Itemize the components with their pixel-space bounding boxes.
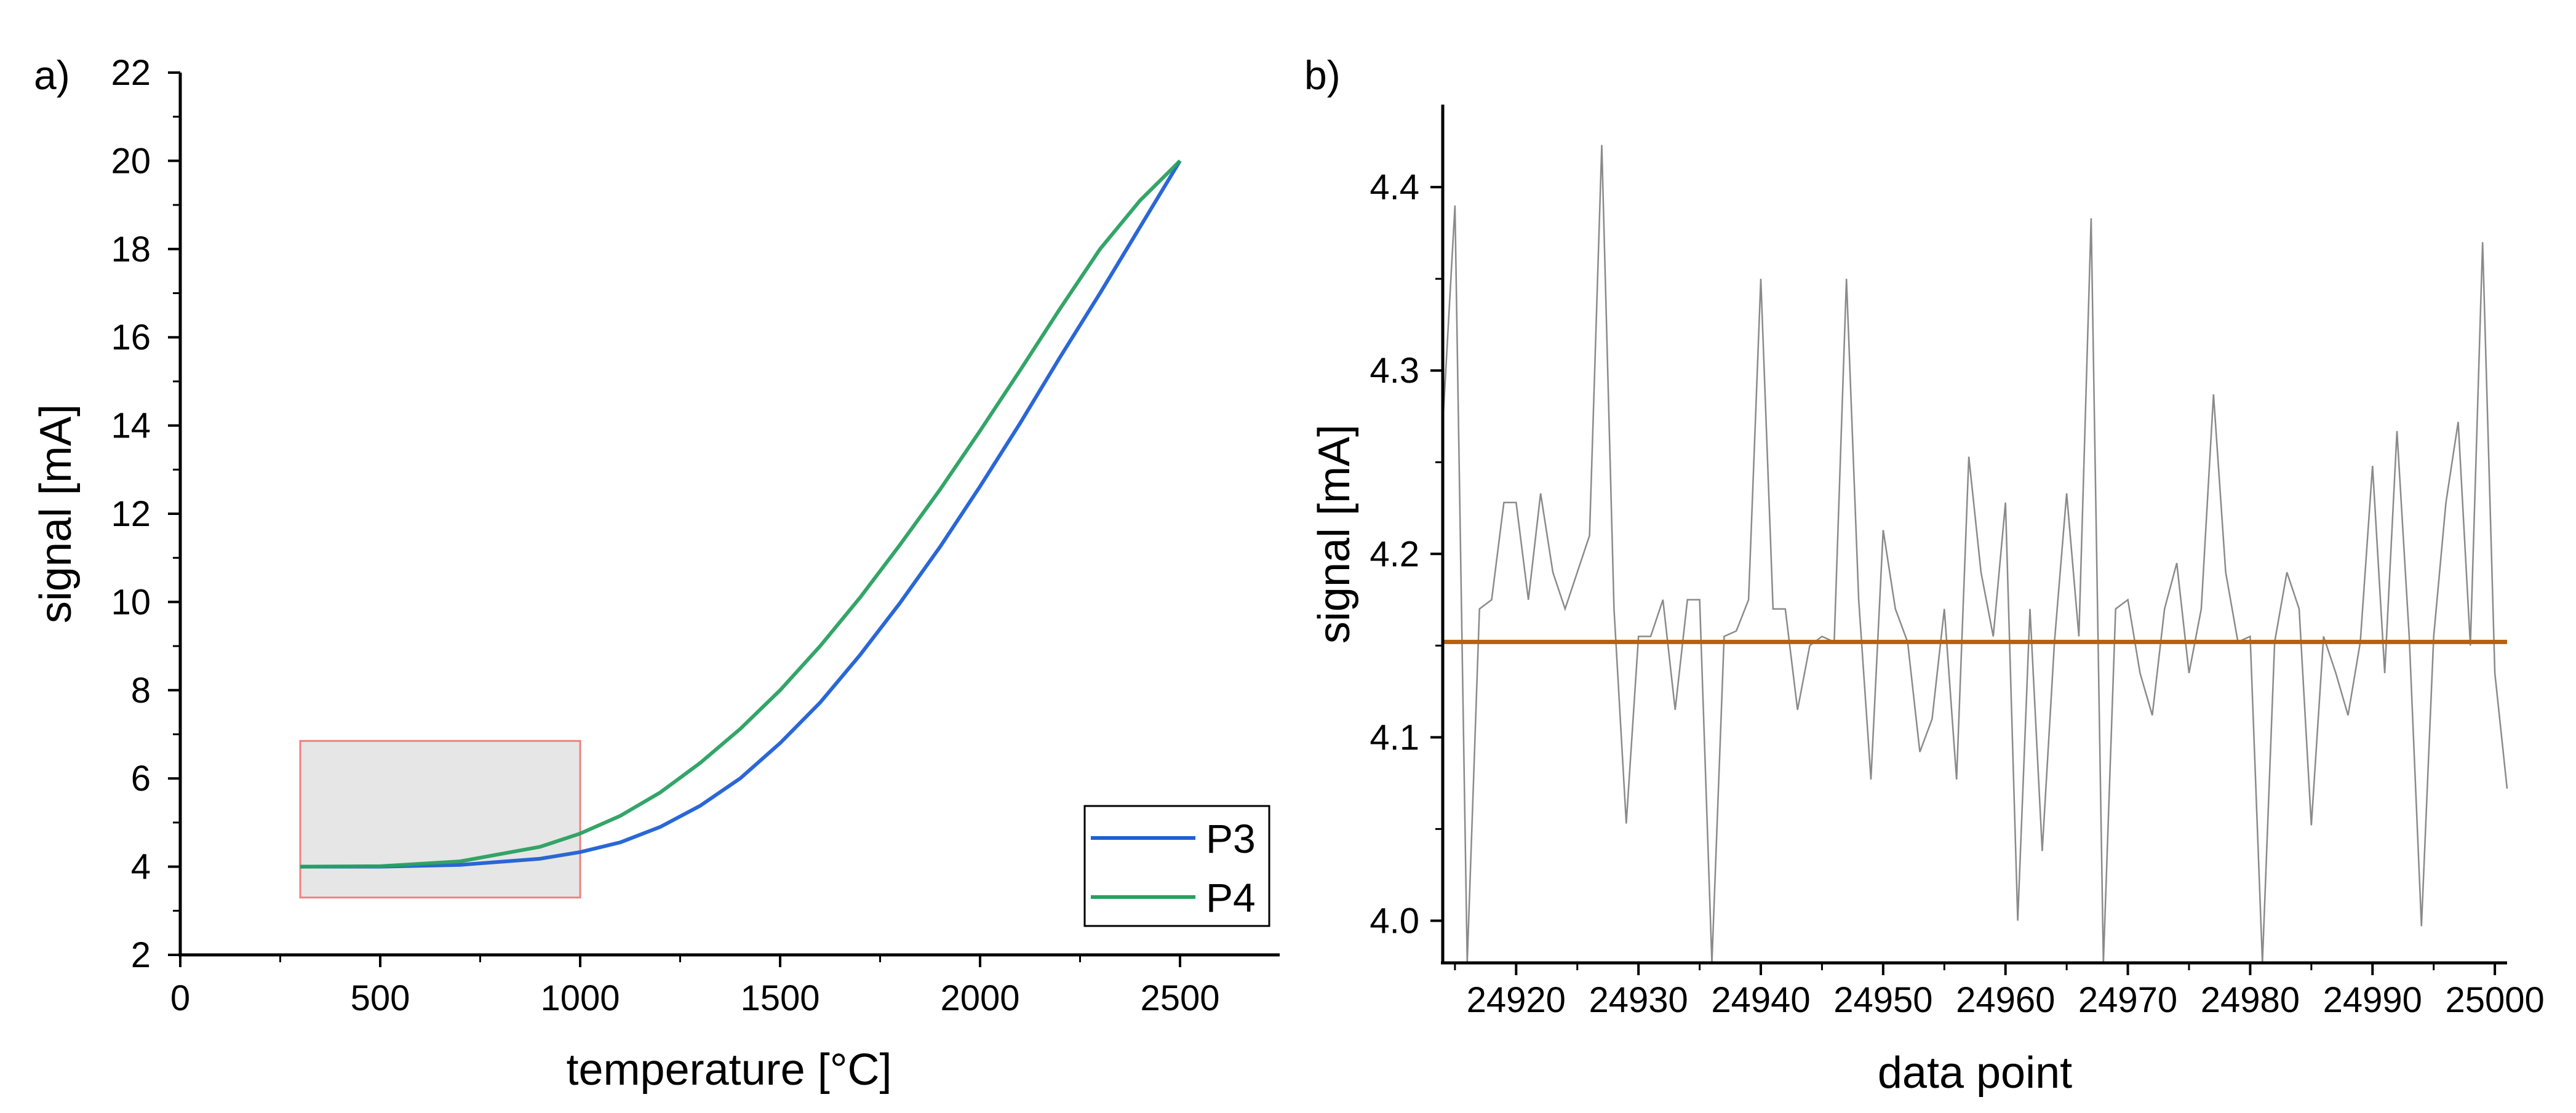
series-line-raw-signal: [1442, 145, 2508, 963]
legend-label-p4: P4: [1206, 875, 1256, 920]
panel-a-x-axis-label: temperature [°C]: [567, 1045, 892, 1095]
panel-b-ticks: 24920 24930 24940 24950 24960 24970 24980 24990…: [1370, 167, 2544, 1020]
series-line-p4: [300, 159, 1182, 869]
y-tick-label: 4: [131, 847, 151, 887]
y-tick-label: 14: [111, 406, 151, 446]
panel-b: b) 24920 24930 24940 24950 24960 24970 24980 24…: [1304, 52, 2545, 1098]
x-tick-label: 24940: [1711, 980, 1810, 1020]
y-tick-label: 4.3: [1370, 351, 1419, 391]
panel-a: a) 0 500 1000 1500 2000 2500 2 4 6 8 10 12 14 16 18 20 2…: [31, 52, 1280, 1095]
y-tick-label: 4.2: [1370, 534, 1419, 574]
y-tick-label: 16: [111, 317, 151, 357]
legend-frame: [1083, 805, 1270, 927]
panel-b-x-axis-label: data point: [1878, 1048, 2072, 1098]
panel-a-y-axis-label: signal [mA]: [31, 404, 81, 623]
y-tick-label: 8: [131, 671, 151, 711]
y-tick-label: 20: [111, 141, 151, 181]
y-tick-label: 10: [111, 582, 151, 622]
x-tick-label: 25000: [2445, 980, 2544, 1020]
series-line-p3: [300, 159, 1182, 869]
x-tick-label: 24970: [2078, 980, 2177, 1020]
y-tick-label: 4.1: [1370, 717, 1419, 757]
x-tick-label: 24930: [1589, 980, 1688, 1020]
x-tick-label: 24980: [2201, 980, 2300, 1020]
panel-a-label: a): [34, 52, 70, 98]
x-tick-label: 500: [351, 978, 410, 1018]
y-tick-label: 4.4: [1370, 167, 1419, 207]
y-tick-label: 4.0: [1370, 901, 1419, 941]
x-tick-label: 2500: [1140, 978, 1219, 1018]
y-tick-label: 12: [111, 494, 151, 534]
legend: P3 P4: [1083, 805, 1270, 927]
x-tick-label: 24960: [1956, 980, 2055, 1020]
panel-b-series: [1442, 145, 2508, 963]
x-tick-label: 2000: [940, 978, 1019, 1018]
x-tick-label: 24920: [1467, 980, 1566, 1020]
x-tick-label: 24990: [2323, 980, 2422, 1020]
panel-b-label: b): [1304, 52, 1341, 98]
y-tick-label: 6: [131, 759, 151, 799]
highlight-box: [299, 740, 581, 899]
y-tick-label: 18: [111, 229, 151, 269]
legend-label-p3: P3: [1206, 816, 1256, 861]
y-tick-label: 22: [111, 53, 151, 93]
x-tick-label: 1000: [540, 978, 620, 1018]
x-tick-label: 1500: [740, 978, 819, 1018]
panel-a-ticks: 0 500 1000 1500 2000 2500 2 4 6 8 10 12 14 16 18 20 22: [111, 53, 1219, 1018]
panel-a-series: [300, 159, 1182, 869]
y-tick-label: 2: [131, 935, 151, 975]
x-tick-label: 24950: [1833, 980, 1932, 1020]
x-tick-label: 0: [170, 978, 190, 1018]
panel-b-y-axis-label: signal [mA]: [1310, 425, 1359, 644]
